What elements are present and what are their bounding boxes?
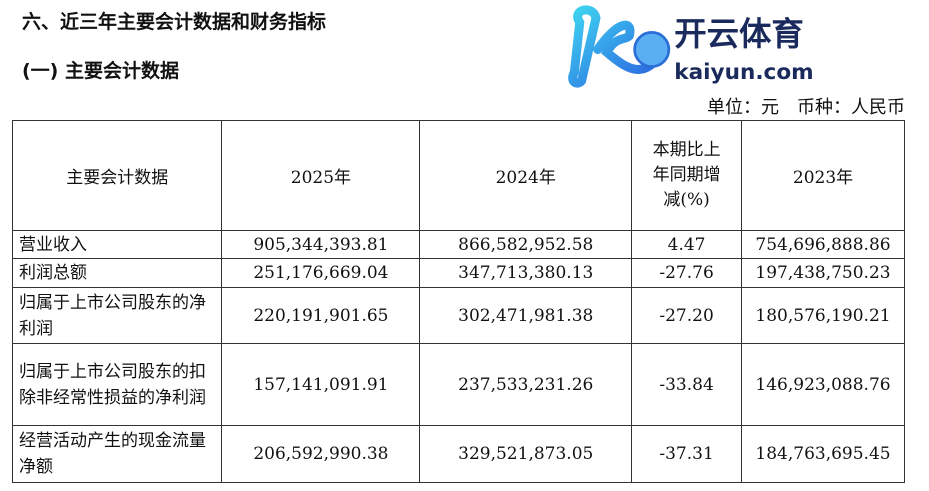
k-logo-icon [568, 5, 666, 88]
unit-note: 单位：元 币种：人民币 [707, 97, 905, 118]
row-label: 归属于上市公司股东的净利润 [11, 287, 223, 344]
value-2023: 197,438,750.23 [741, 258, 905, 288]
value-change: -27.76 [631, 258, 743, 288]
subsection-title: (一) 主要会计数据 [22, 60, 179, 82]
value-2025: 905,344,393.81 [221, 230, 421, 259]
table-row: 营业收入 905,344,393.81 866,582,952.58 4.47 … [11, 230, 905, 259]
value-2025: 206,592,990.38 [221, 425, 421, 483]
value-2024: 302,471,981.38 [419, 287, 633, 344]
row-label: 利润总额 [11, 258, 223, 288]
table-row: 经营活动产生的现金流量净额 206,592,990.38 329,521,873… [11, 425, 905, 483]
value-change: 4.47 [631, 230, 743, 259]
value-2025: 251,176,669.04 [221, 258, 421, 288]
football-icon [633, 31, 671, 68]
row-label: 经营活动产生的现金流量净额 [11, 425, 223, 483]
row-label: 归属于上市公司股东的扣除非经常性损益的净利润 [11, 343, 223, 426]
watermark-logo: 开云体育 kaiyun.com [568, 5, 814, 88]
header-cell: 本期比上年同期增减(%) [631, 120, 743, 231]
value-change: -27.20 [631, 287, 743, 344]
header-cell: 2024年 [419, 120, 633, 231]
watermark-domain: kaiyun.com [674, 60, 813, 85]
section-title: 六、近三年主要会计数据和财务指标 [22, 11, 327, 33]
value-2023: 184,763,695.45 [741, 425, 905, 483]
value-2025: 220,191,901.65 [221, 287, 421, 344]
accounting-data-table: 主要会计数据 2025年 2024年 本期比上年同期增减(%) 2023年 营业… [11, 120, 905, 483]
value-2023: 754,696,888.86 [741, 230, 905, 259]
header-cell: 2023年 [741, 120, 905, 231]
table-row: 归属于上市公司股东的净利润 220,191,901.65 302,471,981… [11, 287, 905, 344]
value-2023: 180,576,190.21 [741, 287, 905, 344]
header-cell: 主要会计数据 [11, 120, 223, 231]
header-cell: 2025年 [221, 120, 421, 231]
value-2024: 237,533,231.26 [419, 343, 633, 426]
table-header-row: 主要会计数据 2025年 2024年 本期比上年同期增减(%) 2023年 [11, 120, 905, 231]
value-2023: 146,923,088.76 [741, 343, 905, 426]
value-2024: 866,582,952.58 [419, 230, 633, 259]
value-change: -37.31 [631, 425, 743, 483]
value-2025: 157,141,091.91 [221, 343, 421, 426]
table-row: 利润总额 251,176,669.04 347,713,380.13 -27.7… [11, 258, 905, 288]
watermark-brand: 开云体育 [674, 15, 804, 53]
row-label: 营业收入 [11, 230, 223, 259]
table-row: 归属于上市公司股东的扣除非经常性损益的净利润 157,141,091.91 23… [11, 343, 905, 426]
value-2024: 347,713,380.13 [419, 258, 633, 288]
value-2024: 329,521,873.05 [419, 425, 633, 483]
value-change: -33.84 [631, 343, 743, 426]
